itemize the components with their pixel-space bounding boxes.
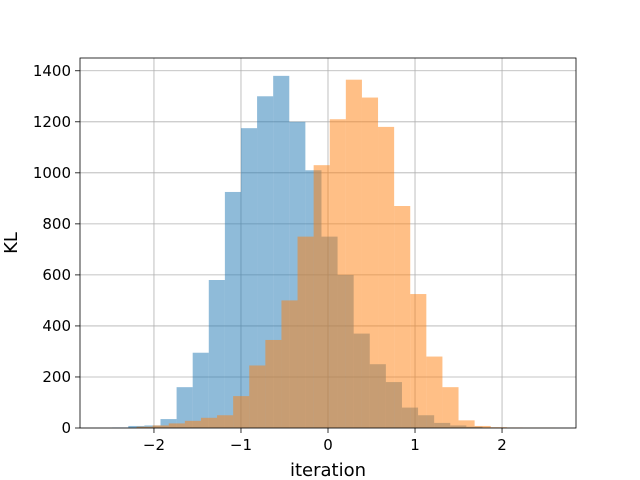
histogram-bar [281, 300, 298, 428]
x-tick-label: −2 [143, 436, 165, 454]
histogram-bar [152, 425, 169, 428]
histogram-bar [217, 415, 234, 428]
histogram-bar [128, 425, 145, 428]
histogram-bar [208, 280, 225, 428]
histogram-bar [144, 425, 161, 428]
x-tick-label: −1 [230, 436, 252, 454]
histogram-bar [136, 426, 153, 428]
x-tick-label: 0 [323, 436, 333, 454]
histogram-bar [192, 352, 209, 428]
histogram-bar [378, 126, 395, 429]
histogram-bar [240, 128, 258, 428]
histogram-bar [345, 79, 362, 429]
histogram-bar [329, 119, 346, 428]
axis-ticks: −2 −1 0 1 2 0 200 400 600 800 1000 1200 1400 [33, 62, 507, 454]
histogram-bar [224, 191, 241, 428]
x-tick-label: 2 [497, 436, 507, 454]
histogram-bar [160, 419, 177, 428]
x-tick-label: 1 [410, 436, 420, 454]
histogram-bar [361, 97, 379, 428]
y-tick-label: 200 [42, 368, 71, 386]
histogram-bar [313, 165, 330, 428]
histogram-bar [394, 206, 411, 428]
y-tick-label: 800 [42, 215, 71, 233]
histogram-bar [410, 294, 427, 428]
histogram-bar [249, 365, 266, 428]
y-tick-label: 400 [42, 317, 71, 335]
y-axis-label: KL [1, 232, 22, 254]
y-tick-label: 0 [61, 419, 71, 437]
histogram-bar [474, 425, 491, 428]
histogram-bar [442, 387, 459, 428]
histogram-bar [297, 236, 314, 428]
histogram-series-2 [136, 79, 556, 429]
histogram-bar [168, 423, 185, 428]
y-tick-label: 1200 [33, 113, 71, 131]
histogram-bar [176, 387, 193, 428]
histogram-bar [458, 420, 475, 428]
y-tick-label: 1000 [33, 164, 71, 182]
histogram-bar [426, 356, 443, 428]
histogram-bar [265, 339, 282, 428]
histogram-bar [200, 417, 218, 428]
histogram-bars [112, 75, 556, 429]
y-tick-label: 600 [42, 266, 71, 284]
y-tick-label: 1400 [33, 62, 71, 80]
x-axis-label: iteration [290, 460, 366, 480]
histogram-bar [233, 396, 250, 428]
histogram-bar [184, 420, 201, 428]
